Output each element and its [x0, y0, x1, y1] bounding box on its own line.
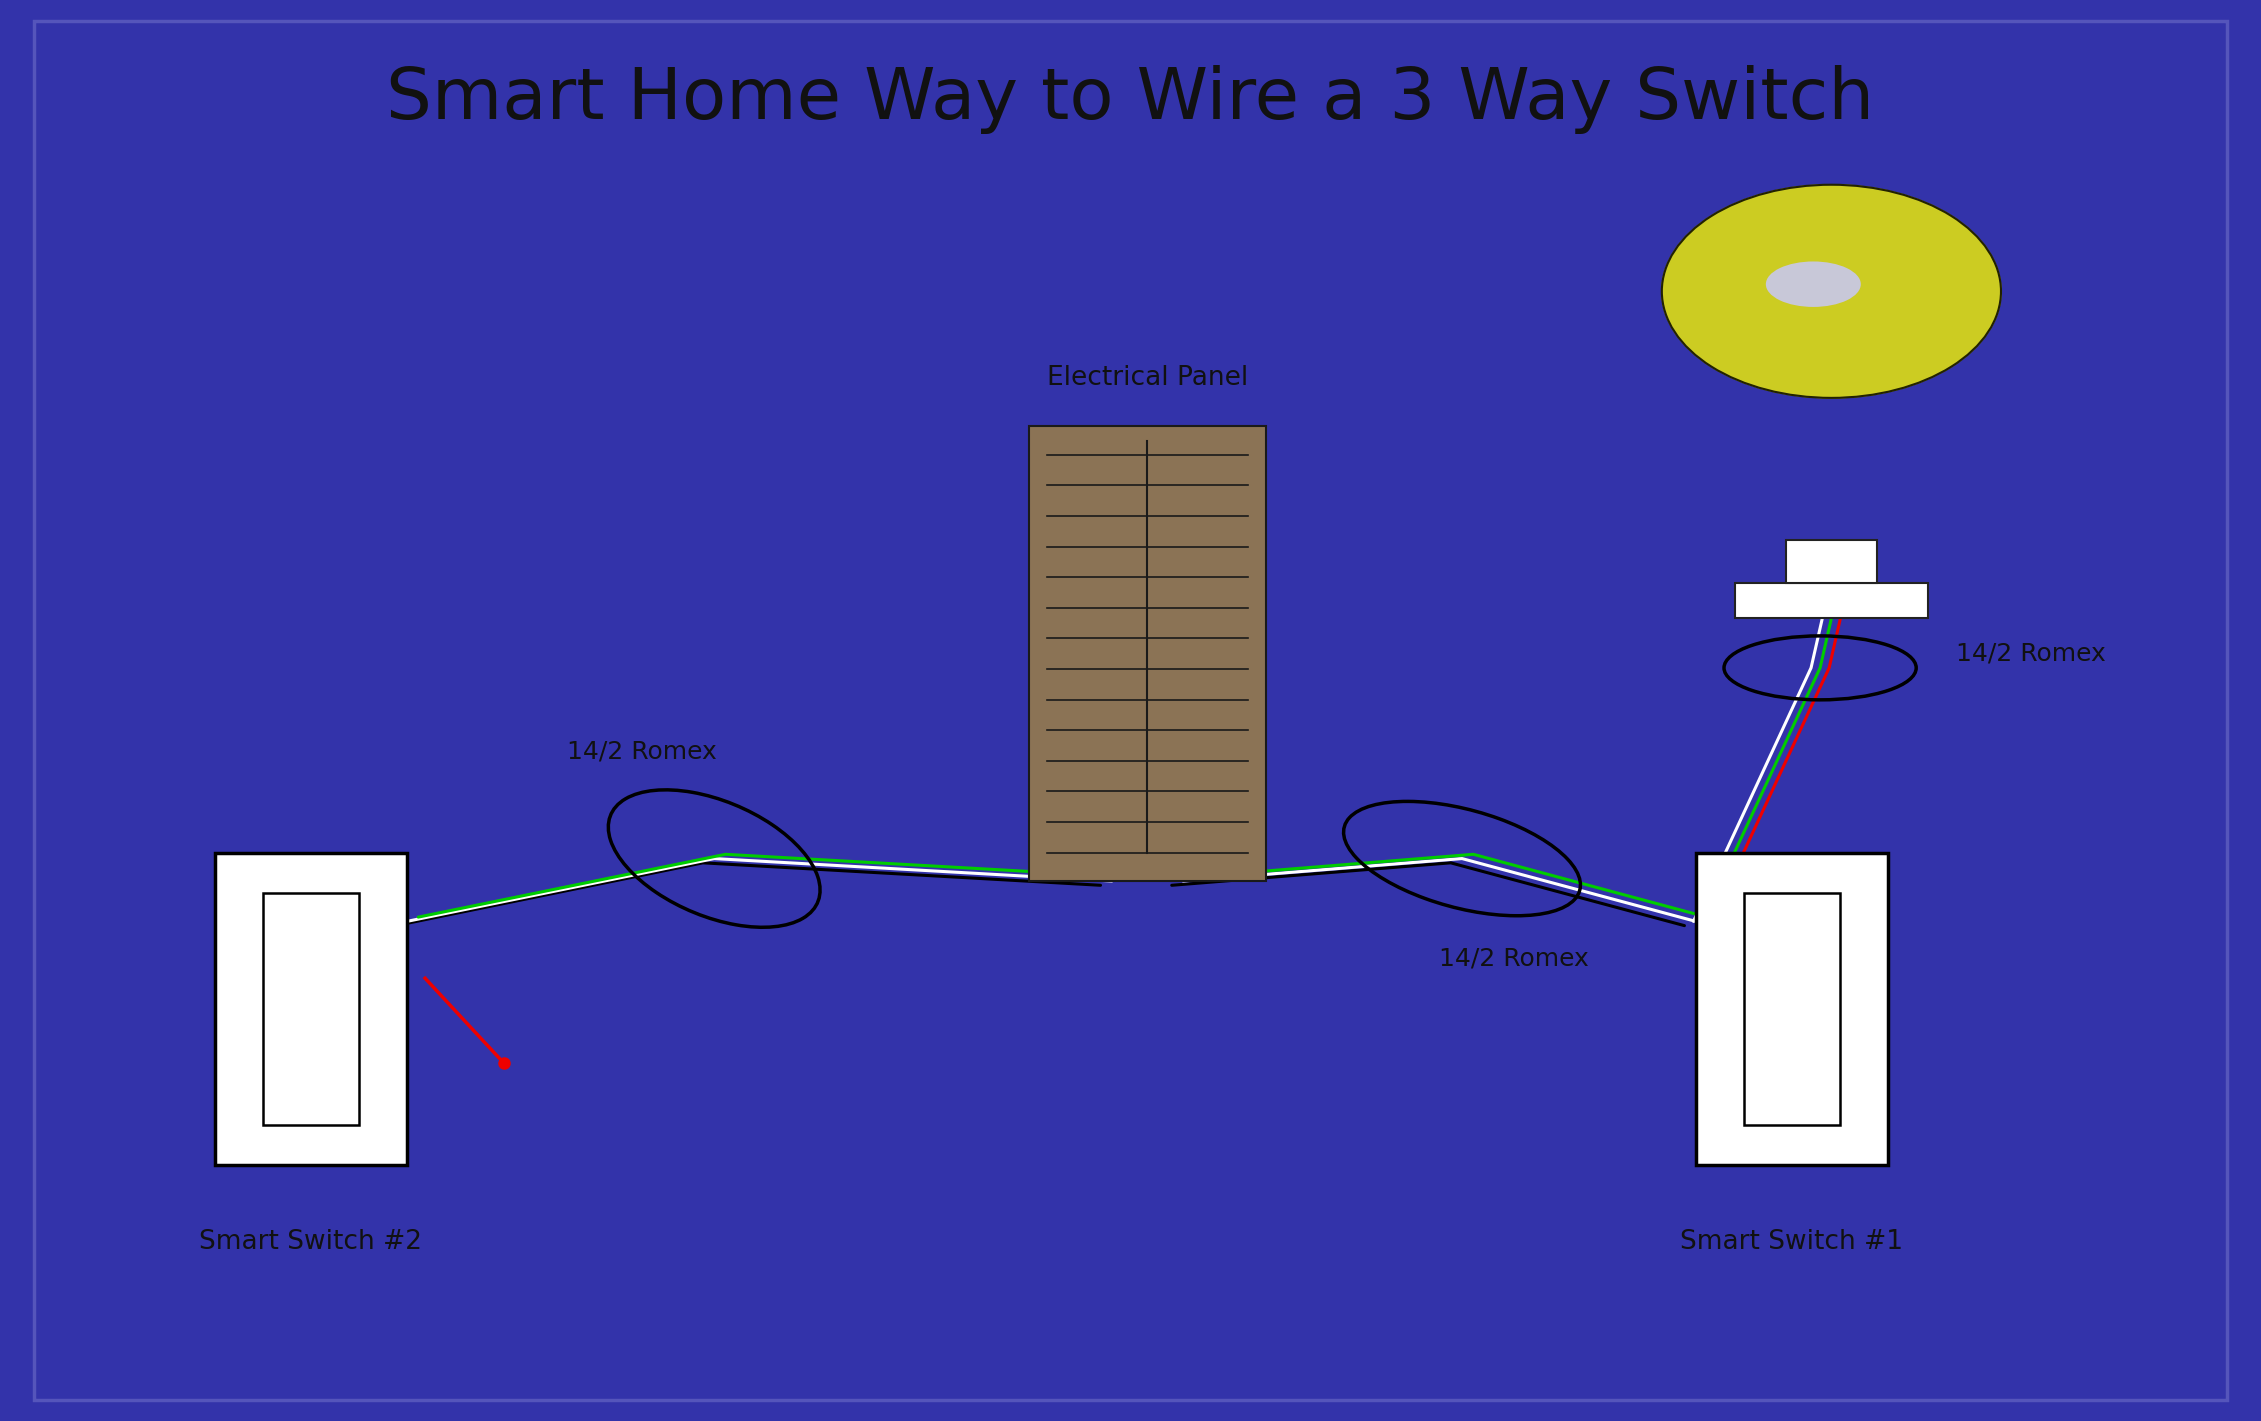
Bar [1736, 583, 1926, 618]
Text: 14/2 Romex: 14/2 Romex [568, 740, 717, 764]
Bar [1029, 426, 1266, 881]
Text: Smart Switch #1: Smart Switch #1 [1680, 1229, 1904, 1255]
Text: 14/2 Romex: 14/2 Romex [1440, 946, 1589, 971]
Text: 14/2 Romex: 14/2 Romex [1956, 642, 2105, 665]
Ellipse shape [1766, 261, 1861, 307]
Text: Electrical Panel: Electrical Panel [1047, 365, 1248, 391]
Bar [215, 853, 407, 1165]
Circle shape [1662, 185, 2001, 398]
Bar [1696, 853, 1888, 1165]
Text: Smart Home Way to Wire a 3 Way Switch: Smart Home Way to Wire a 3 Way Switch [387, 65, 1874, 134]
Bar [262, 894, 359, 1124]
Bar [1786, 540, 1877, 583]
Bar [1743, 894, 1840, 1124]
Polygon shape [1739, 367, 1924, 384]
Text: Smart Switch #2: Smart Switch #2 [199, 1229, 423, 1255]
